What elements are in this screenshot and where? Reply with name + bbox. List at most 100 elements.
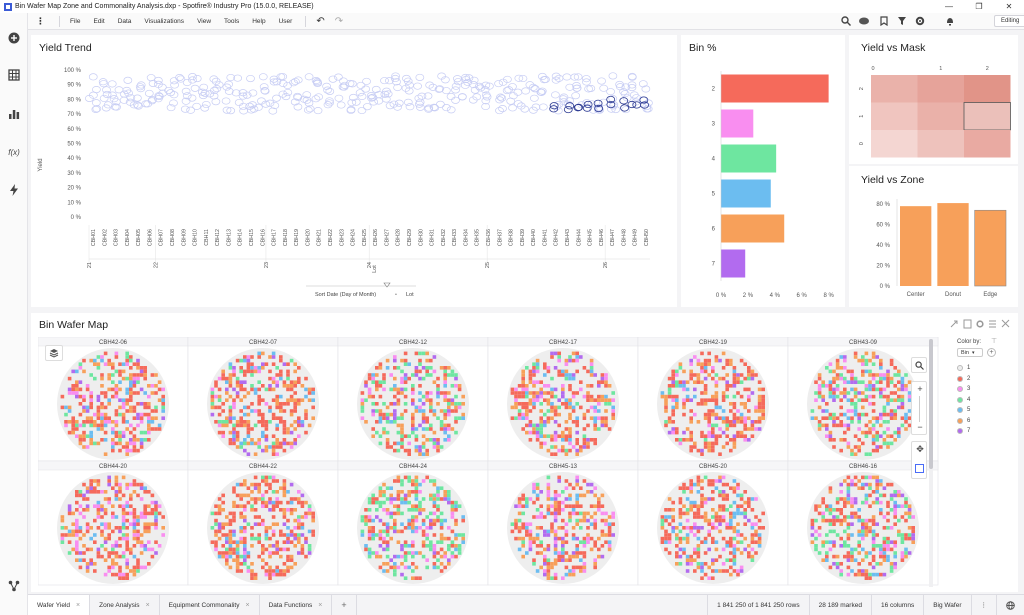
- wafer-die[interactable]: [425, 391, 429, 395]
- wafer-die[interactable]: [125, 445, 129, 449]
- wafer-die[interactable]: [703, 358, 708, 363]
- wafer-die[interactable]: [521, 376, 525, 381]
- wafer-die[interactable]: [568, 430, 572, 435]
- wafer-die[interactable]: [682, 398, 686, 402]
- wafer-die[interactable]: [421, 497, 426, 501]
- wafer-die[interactable]: [268, 500, 272, 505]
- wafer-die[interactable]: [396, 529, 401, 534]
- wafer-die[interactable]: [261, 412, 265, 417]
- wafer-die[interactable]: [747, 551, 751, 555]
- wafer-die[interactable]: [421, 479, 426, 483]
- wafer-die[interactable]: [564, 448, 569, 453]
- wafer-die[interactable]: [750, 376, 755, 381]
- wafer-die[interactable]: [114, 423, 119, 428]
- wafer-die[interactable]: [546, 486, 551, 490]
- wafer-die[interactable]: [282, 486, 287, 490]
- wafer-die[interactable]: [671, 398, 675, 402]
- wafer-die[interactable]: [450, 409, 455, 413]
- wafer-die[interactable]: [425, 416, 429, 420]
- wafer-die[interactable]: [454, 373, 458, 377]
- wafer-die[interactable]: [839, 373, 843, 377]
- wafer-die[interactable]: [853, 405, 858, 410]
- wafer-die[interactable]: [96, 504, 101, 508]
- wafer-die[interactable]: [450, 554, 455, 559]
- wafer-die[interactable]: [671, 373, 675, 377]
- wafer-die[interactable]: [114, 490, 119, 494]
- wafer-die[interactable]: [400, 423, 404, 428]
- wafer-die[interactable]: [875, 420, 879, 424]
- wafer-die[interactable]: [568, 416, 572, 420]
- wafer-die[interactable]: [107, 522, 111, 526]
- wafer-die[interactable]: [432, 565, 437, 570]
- wafer-die[interactable]: [743, 490, 747, 494]
- wafer-die[interactable]: [586, 423, 590, 428]
- wafer-die[interactable]: [832, 380, 836, 384]
- wafer-die[interactable]: [75, 427, 79, 431]
- wafer-die[interactable]: [132, 482, 137, 487]
- wafer-die[interactable]: [850, 416, 854, 420]
- wafer-die[interactable]: [118, 362, 122, 366]
- wafer-die[interactable]: [103, 391, 108, 395]
- wafer-die[interactable]: [436, 504, 440, 508]
- wafer-die[interactable]: [714, 398, 719, 402]
- wafer-die[interactable]: [810, 533, 815, 537]
- wafer-die[interactable]: [450, 529, 455, 534]
- wafer-die[interactable]: [136, 362, 140, 366]
- menu-data[interactable]: Data: [117, 17, 132, 25]
- wafer-die[interactable]: [568, 376, 572, 381]
- wafer-die[interactable]: [129, 398, 133, 402]
- wafer-die[interactable]: [60, 518, 65, 523]
- wafer-die[interactable]: [307, 547, 312, 552]
- wafer-die[interactable]: [461, 540, 465, 544]
- yield-point[interactable]: [380, 77, 389, 85]
- wafer-die[interactable]: [586, 441, 590, 446]
- wafer-die[interactable]: [864, 412, 869, 417]
- wafer-die[interactable]: [671, 420, 675, 424]
- wafer-die[interactable]: [268, 486, 272, 490]
- yield-point[interactable]: [201, 100, 211, 109]
- wafer-die[interactable]: [517, 497, 522, 501]
- wafer-die[interactable]: [111, 529, 115, 534]
- wafer-die[interactable]: [425, 351, 429, 356]
- wafer-die[interactable]: [385, 526, 390, 530]
- wafer-die[interactable]: [732, 384, 737, 388]
- wafer-die[interactable]: [532, 384, 536, 388]
- wafer-die[interactable]: [879, 482, 883, 487]
- wafer-die[interactable]: [60, 540, 65, 544]
- wafer-die[interactable]: [835, 562, 840, 566]
- wafer-die[interactable]: [393, 416, 397, 420]
- wafer-die[interactable]: [579, 504, 583, 508]
- wafer-die[interactable]: [461, 402, 465, 406]
- wafer-die[interactable]: [893, 398, 897, 402]
- wafer-die[interactable]: [843, 515, 847, 519]
- wafer-die[interactable]: [835, 554, 840, 559]
- wafer-die[interactable]: [125, 504, 129, 508]
- wafer-die[interactable]: [736, 493, 740, 498]
- wafer-die[interactable]: [375, 497, 379, 501]
- wafer-die[interactable]: [904, 533, 908, 537]
- wafer-die[interactable]: [100, 412, 104, 417]
- wafer-die[interactable]: [293, 536, 297, 541]
- wafer-die[interactable]: [271, 376, 276, 381]
- wafer-die[interactable]: [685, 536, 690, 541]
- wafer-die[interactable]: [535, 551, 540, 555]
- wafer-die[interactable]: [864, 518, 869, 523]
- wafer-die[interactable]: [754, 551, 758, 555]
- wafer-die[interactable]: [393, 355, 397, 359]
- wafer-die[interactable]: [561, 430, 565, 435]
- wafer-die[interactable]: [121, 376, 126, 381]
- wafer-die[interactable]: [864, 387, 869, 392]
- wafer-die[interactable]: [821, 384, 825, 388]
- wafer-die[interactable]: [861, 522, 865, 526]
- wafer-die[interactable]: [307, 391, 312, 395]
- wafer-die[interactable]: [414, 526, 419, 530]
- wafer-die[interactable]: [378, 380, 383, 384]
- wafer-die[interactable]: [714, 423, 719, 428]
- wafer-die[interactable]: [571, 376, 576, 381]
- wafer-die[interactable]: [900, 402, 905, 406]
- wafer-die[interactable]: [732, 441, 737, 446]
- wafer-die[interactable]: [871, 565, 876, 570]
- wafer-die[interactable]: [107, 482, 111, 487]
- wafer-die[interactable]: [718, 434, 722, 438]
- wafer-die[interactable]: [575, 551, 579, 555]
